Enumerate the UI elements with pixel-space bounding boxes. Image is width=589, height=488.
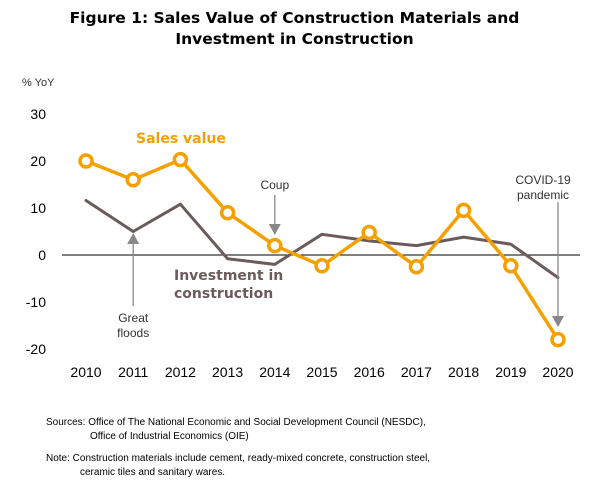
- y-tick-label: -20: [26, 341, 46, 357]
- x-tick-label: 2019: [495, 364, 526, 380]
- series-line-investment: [84, 199, 560, 280]
- data-point-sales: [125, 172, 141, 188]
- annotation-great-floods-arrow-head: [127, 233, 140, 244]
- series-label-investment-line-1: Investment in: [174, 268, 283, 284]
- x-tick-label: 2010: [70, 364, 101, 380]
- chart-title: Figure 1: Sales Value of Construction Ma…: [0, 8, 589, 50]
- data-point-sales: [455, 202, 472, 219]
- series-label-investment-line-2: construction: [174, 286, 273, 302]
- annotation-great-floods-text: floods: [117, 326, 149, 340]
- data-point-sales: [78, 153, 94, 169]
- note-line-2: ceramic tiles and sanitary wares.: [80, 467, 226, 478]
- data-point-sales: [172, 151, 189, 168]
- chart-title-line-1: Figure 1: Sales Value of Construction Ma…: [69, 9, 520, 27]
- x-tick-label: 2011: [118, 364, 148, 380]
- x-tick-label: 2018: [448, 364, 479, 380]
- y-tick-label: 0: [38, 247, 46, 263]
- x-tick-label: 2014: [259, 364, 290, 380]
- note-line-1: Note: Construction materials include cem…: [46, 453, 431, 464]
- data-point-sales: [408, 259, 425, 275]
- y-tick-label: 20: [30, 153, 46, 169]
- series-line-sales: [84, 157, 560, 342]
- series-label-sales: Sales value: [136, 131, 226, 147]
- data-point-sales: [267, 237, 283, 254]
- x-tick-label: 2020: [542, 364, 573, 380]
- data-point-sales: [314, 258, 330, 274]
- data-point-sales: [361, 224, 377, 241]
- annotation-coup-arrow-head: [268, 224, 281, 235]
- data-point-sales: [503, 258, 519, 274]
- sources-line-1: Sources: Office of The National Economic…: [46, 417, 426, 428]
- x-tick-label: 2017: [401, 364, 432, 380]
- annotation-coup-text: Coup: [260, 178, 289, 192]
- data-point-sales: [219, 204, 236, 221]
- y-tick-label: 10: [30, 200, 46, 216]
- y-tick-label: -10: [26, 294, 46, 310]
- x-tick-label: 2012: [165, 364, 196, 380]
- x-tick-label: 2015: [306, 364, 337, 380]
- chart-title-line-2: Investment in Construction: [175, 30, 414, 48]
- annotation-covid-text: COVID-19: [515, 173, 571, 187]
- sources-line-2: Office of Industrial Economics (OIE): [90, 431, 249, 442]
- y-tick-label: 30: [30, 106, 46, 122]
- annotation-great-floods-text: Great: [118, 311, 149, 325]
- data-point-sales: [550, 331, 566, 348]
- x-tick-label: 2016: [354, 364, 385, 380]
- x-tick-label: 2013: [212, 364, 243, 380]
- chart-notes: Sources: Office of The National Economic…: [46, 416, 430, 480]
- annotation-covid-text: pandemic: [517, 188, 569, 202]
- annotation-covid-arrow-head: [552, 316, 564, 327]
- y-axis-label: % YoY: [22, 77, 55, 89]
